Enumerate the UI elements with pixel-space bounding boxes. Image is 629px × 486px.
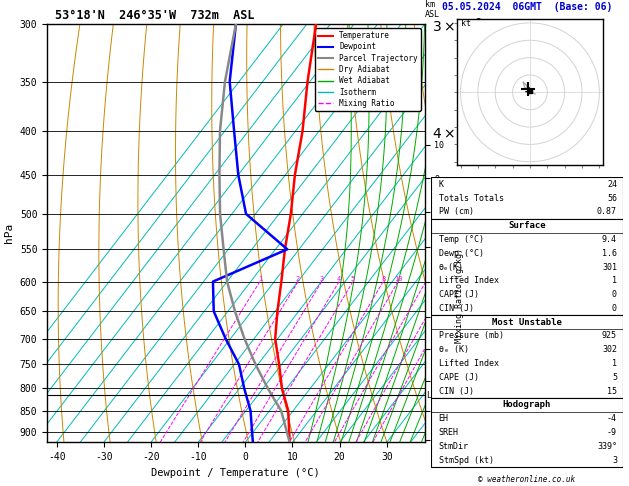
Text: 4: 4	[337, 276, 341, 281]
Text: 2: 2	[296, 276, 300, 281]
Text: 15: 15	[607, 387, 617, 396]
Legend: Temperature, Dewpoint, Parcel Trajectory, Dry Adiabat, Wet Adiabat, Isotherm, Mi: Temperature, Dewpoint, Parcel Trajectory…	[314, 28, 421, 111]
Text: K: K	[438, 180, 443, 189]
Text: 5: 5	[351, 276, 355, 281]
Text: -9: -9	[607, 428, 617, 437]
Text: Totals Totals: Totals Totals	[438, 193, 504, 203]
Text: 1: 1	[612, 359, 617, 368]
Text: LCL: LCL	[426, 391, 442, 400]
Text: 56: 56	[607, 193, 617, 203]
Text: 3: 3	[612, 455, 617, 465]
Text: CAPE (J): CAPE (J)	[438, 373, 479, 382]
Text: CAPE (J): CAPE (J)	[438, 290, 479, 299]
Text: 0: 0	[612, 290, 617, 299]
Text: Dewp (°C): Dewp (°C)	[438, 249, 484, 258]
Bar	[431, 315, 623, 398]
Text: Mixing Ratio (g/kg): Mixing Ratio (g/kg)	[455, 248, 464, 344]
Text: Hodograph: Hodograph	[503, 400, 551, 409]
Text: 1.6: 1.6	[602, 249, 617, 258]
Text: Lifted Index: Lifted Index	[438, 277, 499, 285]
Text: 5: 5	[612, 373, 617, 382]
Bar	[431, 219, 623, 315]
Text: km
ASL: km ASL	[425, 0, 440, 19]
Text: 0: 0	[612, 304, 617, 313]
Text: EH: EH	[438, 414, 448, 423]
Text: 24: 24	[607, 180, 617, 189]
Text: 0.87: 0.87	[597, 208, 617, 216]
Text: 9.4: 9.4	[602, 235, 617, 244]
Text: 302: 302	[602, 345, 617, 354]
Text: 1: 1	[258, 276, 262, 281]
Text: θₑ (K): θₑ (K)	[438, 345, 469, 354]
Text: Pressure (mb): Pressure (mb)	[438, 331, 504, 341]
Text: Most Unstable: Most Unstable	[492, 318, 562, 327]
Text: kt: kt	[460, 19, 470, 28]
Text: Lifted Index: Lifted Index	[438, 359, 499, 368]
Bar	[431, 177, 623, 219]
Text: 339°: 339°	[597, 442, 617, 451]
Text: 301: 301	[602, 262, 617, 272]
Text: StmSpd (kt): StmSpd (kt)	[438, 455, 494, 465]
Text: StmDir: StmDir	[438, 442, 469, 451]
Text: PW (cm): PW (cm)	[438, 208, 474, 216]
Text: -4: -4	[607, 414, 617, 423]
Text: SREH: SREH	[438, 428, 459, 437]
Text: © weatheronline.co.uk: © weatheronline.co.uk	[478, 474, 576, 484]
Text: Surface: Surface	[508, 221, 545, 230]
Text: θₑ(K): θₑ(K)	[438, 262, 464, 272]
Text: 3: 3	[320, 276, 324, 281]
Text: 10: 10	[394, 276, 402, 281]
Text: 8: 8	[381, 276, 386, 281]
Text: 1: 1	[612, 277, 617, 285]
Text: 53°18'N  246°35'W  732m  ASL: 53°18'N 246°35'W 732m ASL	[55, 9, 254, 22]
Text: CIN (J): CIN (J)	[438, 387, 474, 396]
Text: CIN (J): CIN (J)	[438, 304, 474, 313]
X-axis label: Dewpoint / Temperature (°C): Dewpoint / Temperature (°C)	[152, 468, 320, 478]
Text: 925: 925	[602, 331, 617, 341]
Y-axis label: hPa: hPa	[4, 223, 14, 243]
Bar	[431, 398, 623, 467]
Text: 05.05.2024  06GMT  (Base: 06): 05.05.2024 06GMT (Base: 06)	[442, 2, 612, 13]
Text: Temp (°C): Temp (°C)	[438, 235, 484, 244]
